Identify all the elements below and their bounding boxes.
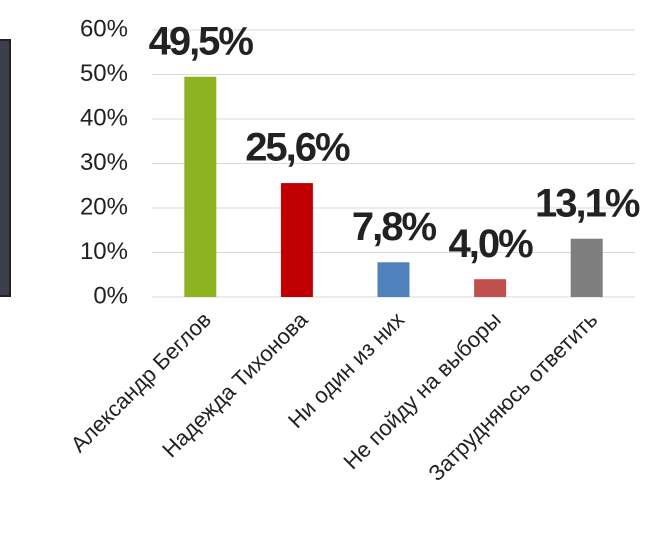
photo-edge [0,39,11,297]
bar [474,279,507,297]
bar [184,76,217,297]
x-tick-label: Затрудняюсь ответить [423,307,602,486]
y-tick-label: 10% [80,238,128,265]
y-tick-label: 40% [80,104,128,131]
bar [377,262,410,297]
y-tick-label: 60% [80,15,128,42]
value-label: 25,6% [245,126,350,170]
value-label: 4,0% [449,222,534,266]
y-tick-label: 30% [80,149,128,176]
bar [570,238,603,297]
y-tick-label: 20% [80,193,128,220]
value-label: 13,1% [535,181,640,225]
value-label: 7,8% [352,205,437,249]
value-label: 49,5% [149,19,254,63]
y-tick-label: 50% [80,60,128,87]
bar [280,183,313,297]
x-tick-label: Не пойду на выборы [339,307,506,474]
y-tick-label: 0% [93,282,128,309]
